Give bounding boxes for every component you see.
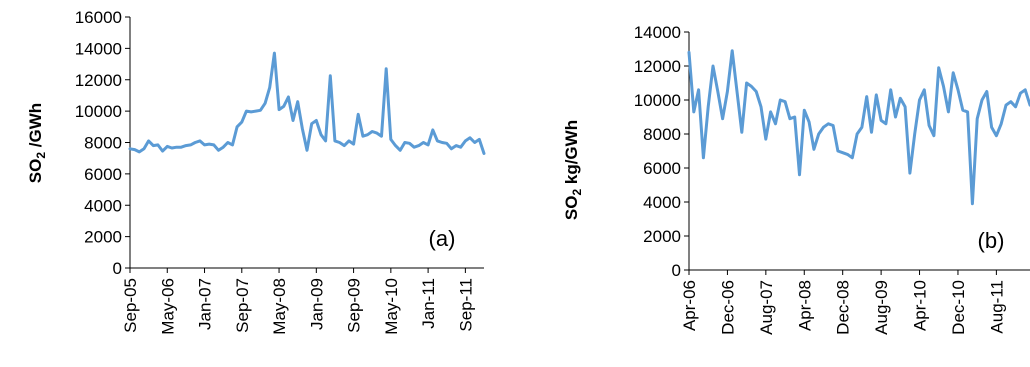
x-tick-label: Sep-07: [233, 278, 252, 333]
x-tick-label: Jan-07: [196, 278, 215, 330]
series-line: [128, 51, 486, 155]
chart-panel-a: 0 2000 4000 6000 8000 10000 12000 14000 16000 Sep…: [26, 8, 486, 335]
y-tick-label: 10000: [634, 91, 681, 110]
y-tick-label: 0: [672, 261, 681, 280]
y-tick-label: 10000: [75, 102, 122, 121]
y-tick-label: 12000: [634, 57, 681, 76]
x-tick-label: Aug-09: [872, 280, 891, 335]
y-tick-label: 16000: [75, 8, 122, 27]
y-axis-title-subscript: 2: [34, 152, 48, 159]
y-axis-title-unit: /GWh: [26, 103, 45, 152]
x-tick-label: Aug-07: [757, 280, 776, 335]
y-tick-label: 12000: [75, 71, 122, 90]
x-tick-label: Apr-08: [795, 280, 814, 331]
panel-label: (b): [978, 228, 1005, 253]
y-axis-title: SO2 kg/GWh: [562, 120, 584, 220]
y-tick-label: 2000: [84, 228, 122, 247]
x-tick-label: May-10: [382, 278, 401, 335]
y-tick-label: 0: [113, 259, 122, 278]
chart-panel-b: 0 2000 4000 6000 8000 10000 12000 14000 Apr-06 De…: [562, 23, 1030, 335]
y-tick-label: 14000: [75, 39, 122, 58]
x-tick-label: Sep-11: [456, 278, 475, 332]
x-tick-label: Aug-11: [987, 280, 1006, 334]
y-axis-title-main: SO: [562, 196, 581, 221]
x-tick-label: Jan-09: [307, 278, 326, 330]
x-tick-label: Jan-11: [419, 278, 438, 329]
y-axis-title-subscript: 2: [570, 189, 584, 196]
y-tick-label: 4000: [643, 193, 681, 212]
y-tick-label: 14000: [634, 23, 681, 42]
y-tick-label: 2000: [643, 227, 681, 246]
y-tick-label: 6000: [643, 159, 681, 178]
x-tick-label: Sep-09: [345, 278, 364, 333]
y-axis-title-main: SO: [26, 159, 45, 184]
x-tick-label: May-08: [270, 278, 289, 335]
panel-label: (a): [429, 226, 456, 251]
y-tick-label: 6000: [84, 165, 122, 184]
x-tick-label: Dec-06: [718, 280, 737, 335]
x-tick-label: Dec-10: [949, 280, 968, 335]
series-line: [687, 49, 1030, 206]
x-tick-label: Sep-05: [121, 278, 140, 333]
y-tick-label: 8000: [84, 134, 122, 153]
x-tick-label: Dec-08: [834, 280, 853, 335]
x-tick-label: May-06: [158, 278, 177, 335]
y-tick-label: 4000: [84, 196, 122, 215]
x-tick-label: Apr-06: [680, 280, 699, 331]
y-tick-label: 8000: [643, 125, 681, 144]
y-axis-title-unit: kg/GWh: [562, 120, 581, 189]
y-axis-title: SO2 /GWh: [26, 103, 48, 183]
x-tick-label: Apr-10: [911, 280, 930, 331]
